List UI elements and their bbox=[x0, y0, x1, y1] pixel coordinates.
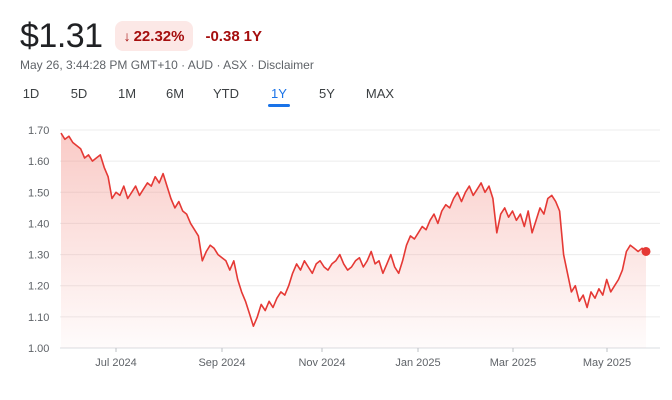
tab-5y[interactable]: 5Y bbox=[319, 86, 335, 101]
meta-separator: · bbox=[250, 58, 255, 72]
percent-change-badge: ↓ 22.32% bbox=[114, 21, 194, 51]
absolute-change-value: -0.38 bbox=[205, 27, 240, 45]
latest-price-dot bbox=[641, 246, 651, 256]
x-axis: Jul 2024 Sep 2024 Nov 2024 Jan 2025 Mar 2025… bbox=[95, 348, 631, 369]
timestamp: May 26, 3:44:28 PM GMT+10 bbox=[20, 58, 178, 72]
exchange: ASX bbox=[223, 58, 248, 72]
range-tabs: 1D 5D 1M 6M YTD 1Y 5Y MAX bbox=[20, 84, 396, 107]
y-tick-label: 1.30 bbox=[28, 250, 49, 262]
tab-1d[interactable]: 1D bbox=[22, 86, 40, 101]
tab-ytd[interactable]: YTD bbox=[213, 86, 239, 101]
price-chart[interactable]: 1.70 1.60 1.50 1.40 1.30 1.20 1.10 1.00 Jul 202… bbox=[0, 110, 672, 400]
x-tick-label: May 2025 bbox=[583, 357, 631, 369]
currency: AUD bbox=[187, 58, 214, 72]
x-tick-label: Nov 2024 bbox=[298, 357, 345, 369]
meta-separator: · bbox=[216, 58, 221, 72]
tab-1y[interactable]: 1Y bbox=[268, 84, 290, 107]
change-period: 1Y bbox=[243, 27, 263, 45]
y-axis-labels: 1.70 1.60 1.50 1.40 1.30 1.20 1.10 1.00 bbox=[28, 125, 49, 355]
tab-max[interactable]: MAX bbox=[365, 86, 395, 101]
x-tick-label: Jul 2024 bbox=[95, 357, 137, 369]
y-tick-label: 1.60 bbox=[28, 156, 49, 168]
absolute-change: -0.38 1Y bbox=[205, 28, 262, 45]
y-tick-label: 1.50 bbox=[28, 187, 49, 199]
y-tick-label: 1.10 bbox=[28, 312, 49, 324]
tab-5d[interactable]: 5D bbox=[70, 86, 88, 101]
arrow-down-icon: ↓ bbox=[123, 28, 131, 44]
x-tick-label: Sep 2024 bbox=[198, 357, 245, 369]
tab-1m[interactable]: 1M bbox=[117, 86, 137, 101]
meta-separator: · bbox=[181, 58, 186, 72]
disclaimer-link[interactable]: Disclaimer bbox=[257, 58, 314, 72]
x-tick-label: Jan 2025 bbox=[395, 357, 440, 369]
quote-meta: May 26, 3:44:28 PM GMT+10 · AUD · ASX · … bbox=[20, 58, 314, 72]
y-tick-label: 1.40 bbox=[28, 218, 49, 230]
y-tick-label: 1.70 bbox=[28, 125, 49, 137]
price-area bbox=[61, 133, 646, 348]
quote-header: $1.31 ↓ 22.32% -0.38 1Y bbox=[20, 14, 262, 58]
price-line bbox=[60, 132, 647, 327]
x-tick-label: Mar 2025 bbox=[490, 357, 536, 369]
y-tick-label: 1.20 bbox=[28, 281, 49, 293]
current-price: $1.31 bbox=[20, 16, 103, 55]
percent-change-value: 22.32% bbox=[133, 27, 185, 45]
y-tick-label: 1.00 bbox=[28, 343, 49, 355]
tab-6m[interactable]: 6M bbox=[165, 86, 185, 101]
